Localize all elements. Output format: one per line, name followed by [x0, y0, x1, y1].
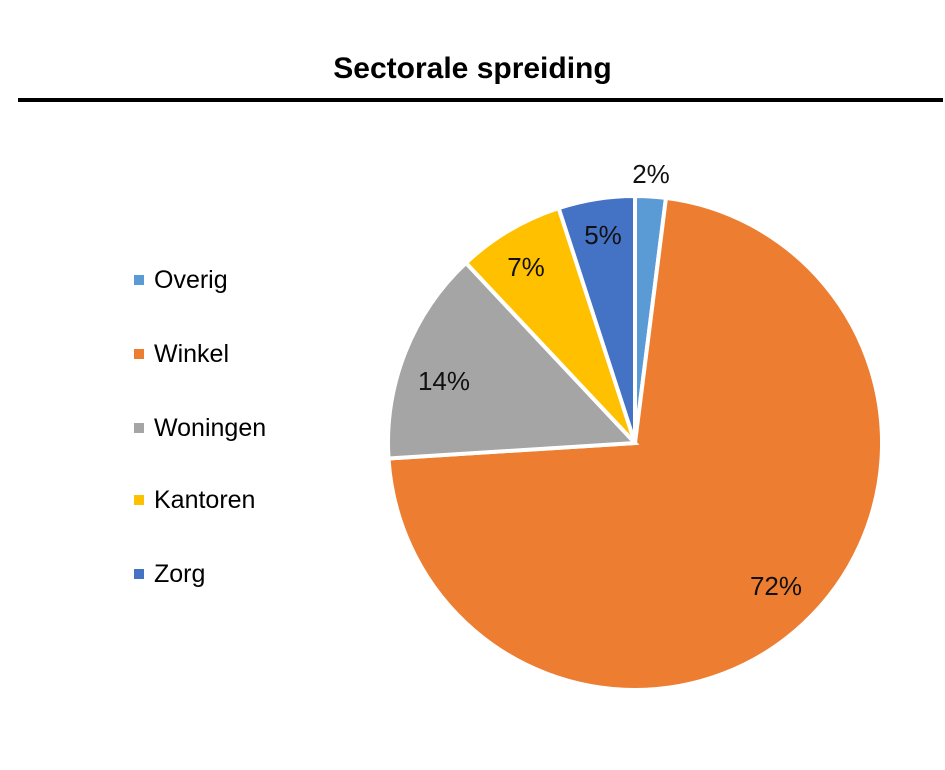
- legend-label: Overig: [154, 265, 228, 294]
- legend-swatch-zorg: [134, 569, 144, 579]
- legend-swatch-kantoren: [134, 495, 144, 505]
- legend-item-zorg: Zorg: [134, 558, 205, 590]
- slice-label-winkel: 72%: [750, 571, 802, 601]
- legend-swatch-winkel: [134, 349, 144, 359]
- chart-title: Sectorale spreiding: [333, 52, 612, 85]
- legend-label: Woningen: [154, 413, 267, 442]
- slice-label-zorg: 5%: [584, 220, 622, 250]
- legend-swatch-overig: [134, 275, 144, 285]
- legend-item-winkel: Winkel: [134, 338, 229, 370]
- slice-zorg: [556, 193, 637, 444]
- title-divider: [18, 98, 943, 102]
- legend-swatch-woningen: [134, 423, 144, 433]
- legend-label: Zorg: [154, 559, 206, 588]
- legend-item-overig: Overig: [134, 264, 228, 296]
- slice-kantoren: [463, 205, 637, 445]
- slice-label-overig: 2%: [632, 159, 670, 189]
- slice-label-woningen: 14%: [418, 366, 470, 396]
- legend-item-kantoren: Kantoren: [134, 484, 255, 516]
- legend-item-woningen: Woningen: [134, 412, 266, 444]
- legend-label: Winkel: [154, 339, 230, 368]
- slice-label-kantoren: 7%: [507, 252, 545, 282]
- slice-woningen: [386, 260, 640, 461]
- legend-label: Kantoren: [154, 485, 256, 514]
